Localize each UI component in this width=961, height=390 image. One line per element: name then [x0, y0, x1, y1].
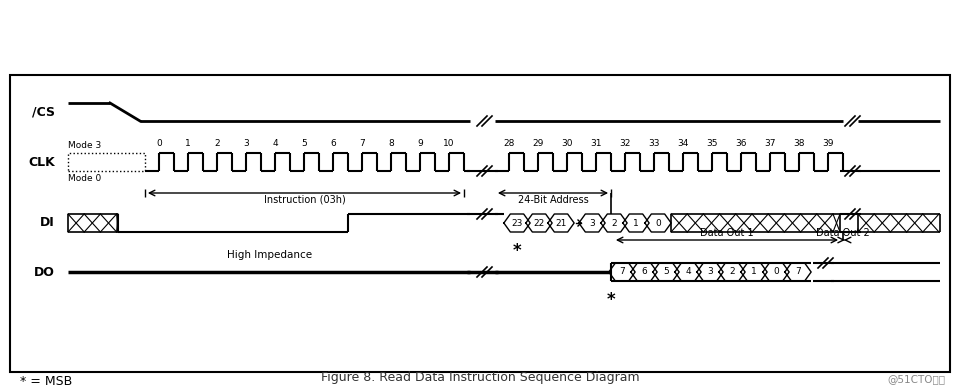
Text: 5: 5	[301, 139, 307, 148]
Text: @51CTO博客: @51CTO博客	[887, 374, 945, 384]
Text: 1: 1	[185, 139, 191, 148]
Text: Figure 8. Read Data Instruction Sequence Diagram: Figure 8. Read Data Instruction Sequence…	[321, 371, 639, 384]
Text: * = MSB: * = MSB	[20, 375, 72, 388]
Text: 3: 3	[707, 268, 713, 277]
Text: 7: 7	[359, 139, 365, 148]
Text: 24-Bit Address: 24-Bit Address	[518, 195, 588, 205]
Text: 2: 2	[729, 268, 735, 277]
Text: 4: 4	[272, 139, 278, 148]
Bar	[10, 75, 950, 372]
Text: 36: 36	[735, 139, 747, 148]
Bar	[68, 153, 145, 171]
Text: 1: 1	[633, 218, 639, 227]
Text: 7: 7	[795, 268, 801, 277]
Text: 2: 2	[214, 139, 220, 148]
Text: 23: 23	[511, 218, 523, 227]
Text: 0: 0	[655, 218, 661, 227]
Text: Instruction (03h): Instruction (03h)	[263, 195, 345, 205]
Text: 38: 38	[793, 139, 804, 148]
Text: 0: 0	[774, 268, 778, 277]
Text: 22: 22	[533, 218, 545, 227]
Text: Mode 3: Mode 3	[68, 141, 101, 150]
Text: 9: 9	[417, 139, 423, 148]
Text: 8: 8	[388, 139, 394, 148]
Text: /CS: /CS	[32, 106, 55, 119]
Text: 35: 35	[706, 139, 718, 148]
Text: Data Out 1: Data Out 1	[701, 228, 753, 238]
Text: 7: 7	[619, 268, 625, 277]
Text: 3: 3	[243, 139, 249, 148]
Text: 30: 30	[561, 139, 573, 148]
Text: Data Out 2: Data Out 2	[816, 228, 870, 238]
Text: 29: 29	[532, 139, 544, 148]
Text: 5: 5	[663, 268, 669, 277]
Text: DO: DO	[35, 266, 55, 278]
Text: 4: 4	[685, 268, 691, 277]
Text: 6: 6	[331, 139, 336, 148]
Text: 2: 2	[611, 218, 617, 227]
Text: 0: 0	[156, 139, 161, 148]
Text: 32: 32	[619, 139, 630, 148]
Text: 1: 1	[752, 268, 757, 277]
Text: 3: 3	[589, 218, 595, 227]
Text: 39: 39	[823, 139, 834, 148]
Text: CLK: CLK	[28, 156, 55, 168]
Text: 28: 28	[504, 139, 515, 148]
Text: 10: 10	[443, 139, 455, 148]
Text: *: *	[512, 242, 521, 260]
Text: DI: DI	[40, 216, 55, 229]
Text: 21: 21	[555, 218, 567, 227]
Text: High Impedance: High Impedance	[228, 250, 312, 260]
Text: 33: 33	[649, 139, 660, 148]
Text: 31: 31	[590, 139, 602, 148]
Text: Mode 0: Mode 0	[68, 174, 101, 183]
Text: 6: 6	[641, 268, 647, 277]
Text: *: *	[606, 291, 615, 309]
Text: 34: 34	[678, 139, 689, 148]
Text: 37: 37	[764, 139, 776, 148]
